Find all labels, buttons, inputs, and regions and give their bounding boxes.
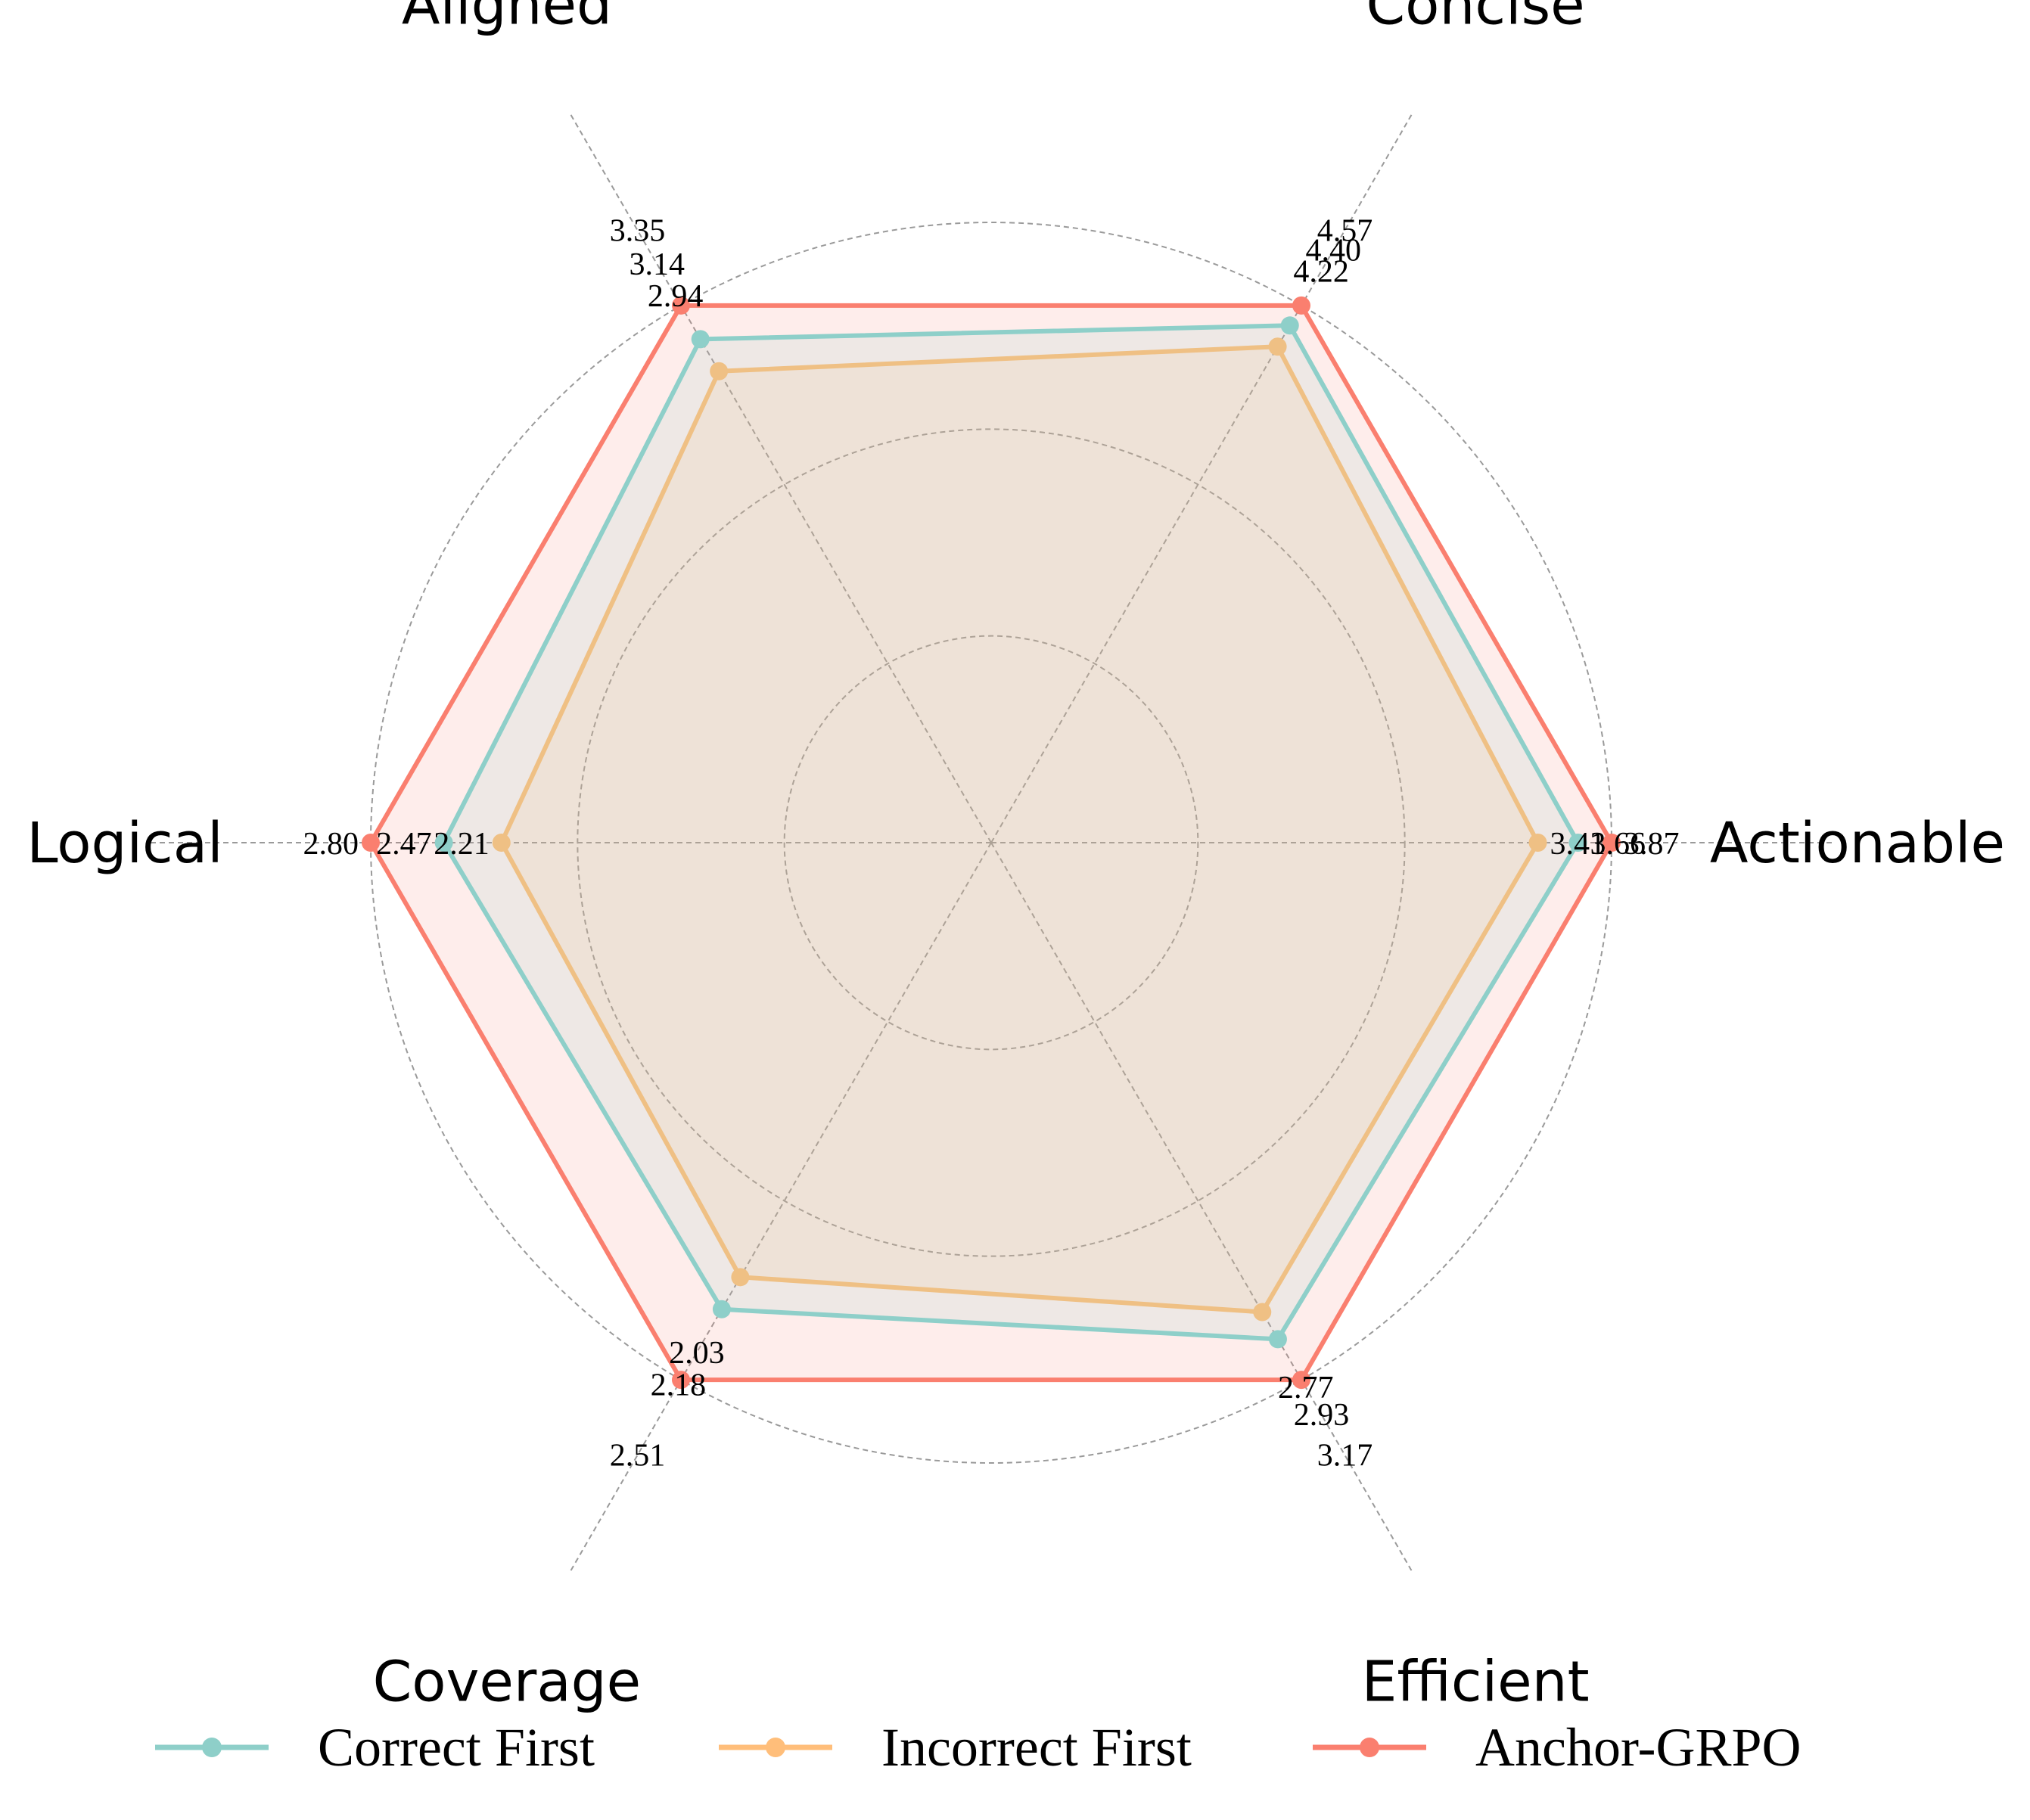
axis-spoke-efficient (990, 842, 1414, 1574)
axis-label-efficient: Efficient (1362, 1650, 1590, 1715)
grid-ring (783, 635, 1199, 1051)
legend-item-correct-first: Correct First (155, 1717, 595, 1778)
axis-label-concise: Concise (1366, 0, 1585, 37)
value-label-incorrect-first-aligned: 2.94 (648, 279, 704, 314)
data-point-logical (362, 834, 380, 852)
data-point-coverage (672, 1371, 690, 1390)
value-label-correct-first-actionable: 3.66 (1590, 827, 1646, 862)
value-label-anchor-grpo-coverage: 2.51 (610, 1439, 666, 1474)
data-point-aligned (672, 296, 690, 315)
value-label-anchor-grpo-concise: 4.57 (1317, 213, 1373, 248)
value-label-incorrect-first-coverage: 2.03 (669, 1336, 725, 1371)
series-area (371, 305, 1612, 1381)
value-label-anchor-grpo-efficient: 3.17 (1317, 1439, 1373, 1474)
legend-item-anchor-grpo: Anchor-GRPO (1313, 1717, 1802, 1778)
value-label-correct-first-efficient: 2.93 (1294, 1398, 1350, 1433)
axis-label-coverage: Coverage (373, 1650, 642, 1715)
legend-swatch-marker (766, 1738, 785, 1757)
value-label-incorrect-first-actionable: 3.41 (1550, 827, 1606, 862)
value-label-correct-first-aligned: 3.14 (629, 247, 685, 282)
data-point-concise (1268, 337, 1287, 356)
legend-label: Incorrect First (881, 1717, 1192, 1778)
series-area (443, 325, 1578, 1340)
axis-spoke-aligned (568, 111, 992, 843)
legend-swatch-marker (202, 1738, 222, 1757)
value-label-incorrect-first-efficient: 2.77 (1278, 1371, 1334, 1405)
data-point-efficient (1292, 1371, 1310, 1390)
value-label-anchor-grpo-logical: 2.80 (303, 827, 359, 862)
data-point-actionable (1568, 834, 1587, 852)
axis-label-logical: Logical (26, 811, 222, 876)
data-point-coverage (712, 1300, 731, 1318)
value-label-layer: 3.66 4.40 3.14 2.47 2.18 2.93 3.41 4.22 2.94 2.21… (303, 213, 1680, 1473)
legend: Correct First Incorrect First Anchor-GRPO (155, 1717, 1802, 1778)
data-point-actionable (1603, 834, 1621, 852)
value-label-anchor-grpo-aligned: 3.35 (610, 213, 666, 248)
series-correct-first (434, 316, 1587, 1349)
value-label-incorrect-first-concise: 4.22 (1293, 255, 1349, 290)
series-layer (362, 296, 1621, 1390)
data-point-efficient (1253, 1303, 1272, 1322)
axis-label-layer: Actionable Concise Aligned Logical Coverage E… (26, 0, 2005, 1715)
data-point-coverage (731, 1268, 750, 1287)
legend-label: Correct First (318, 1717, 595, 1778)
axis-spoke-concise (990, 111, 1414, 843)
value-label-anchor-grpo-actionable: 3.87 (1624, 827, 1680, 862)
legend-label: Anchor-GRPO (1475, 1717, 1802, 1778)
series-incorrect-first (492, 337, 1547, 1322)
data-point-actionable (1528, 834, 1547, 852)
legend-item-incorrect-first: Incorrect First (719, 1717, 1192, 1778)
data-point-aligned (710, 362, 729, 380)
axis-label-actionable: Actionable (1710, 811, 2005, 876)
series-anchor-grpo (362, 296, 1621, 1390)
value-label-correct-first-logical: 2.47 (376, 827, 432, 862)
data-point-aligned (691, 330, 710, 349)
data-point-efficient (1268, 1330, 1287, 1349)
axis-label-aligned: Aligned (402, 0, 612, 37)
axis-spoke-coverage (568, 842, 992, 1574)
data-point-logical (434, 834, 453, 852)
value-label-correct-first-coverage: 2.18 (651, 1368, 707, 1402)
value-label-incorrect-first-logical: 2.21 (434, 827, 490, 862)
data-point-concise (1280, 316, 1299, 335)
data-point-logical (492, 834, 511, 852)
legend-swatch-marker (1360, 1738, 1379, 1757)
data-point-concise (1292, 296, 1310, 315)
series-area (501, 346, 1538, 1312)
value-label-correct-first-concise: 4.40 (1305, 234, 1361, 269)
